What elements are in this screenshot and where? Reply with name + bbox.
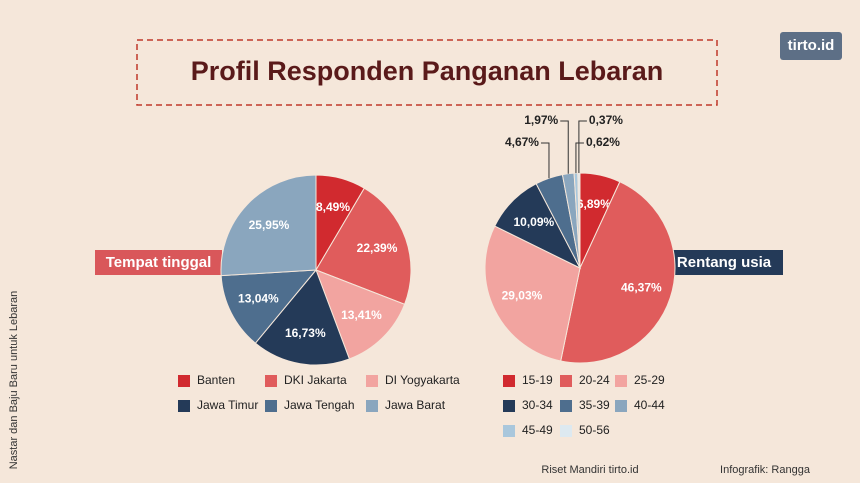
legend-label: Banten (197, 373, 235, 387)
legend-label: 40-44 (634, 398, 665, 412)
chart-label-box (665, 250, 783, 275)
leader-line (578, 120, 587, 174)
credit: Infografik: Rangga (720, 464, 811, 476)
legend-swatch (615, 400, 627, 412)
legend-swatch (560, 400, 572, 412)
legend-label: 20-24 (579, 373, 610, 387)
leader-line (575, 142, 584, 174)
legend-label: 30-34 (522, 398, 553, 412)
leader-line (560, 120, 569, 174)
legend-swatch (560, 375, 572, 387)
legend-label: 25-29 (634, 373, 665, 387)
leader-line (540, 142, 550, 179)
legend-swatch (503, 375, 515, 387)
legend-swatch (615, 375, 627, 387)
legend-swatch (503, 400, 515, 412)
legend-swatch (178, 375, 190, 387)
data-label: 22,39% (357, 241, 398, 255)
page-title: Profil Responden Panganan Lebaran (191, 56, 664, 86)
pie-slice (560, 181, 676, 364)
data-label: 29,03% (502, 289, 543, 303)
data-label: 8,49% (316, 200, 350, 214)
chart-label-box (95, 250, 222, 275)
pie-slice (254, 269, 351, 366)
data-label: 46,37% (621, 280, 662, 294)
pie-slice (484, 225, 581, 362)
pie-slice (220, 269, 318, 344)
data-label: 10,09% (513, 215, 554, 229)
legend-label: DI Yogyakarta (385, 373, 460, 387)
logo-box (780, 32, 842, 60)
source: Riset Mandiri tirto.id (541, 464, 638, 476)
legend-swatch (265, 400, 277, 412)
data-label: 0,62% (586, 135, 620, 149)
legend-swatch (178, 400, 190, 412)
data-label: 13,41% (341, 308, 382, 322)
data-label: 13,04% (238, 291, 279, 305)
legend-swatch (265, 375, 277, 387)
title-frame (136, 39, 718, 106)
side-note: Nastar dan Baju Baru untuk Lebaran (8, 291, 20, 470)
legend-swatch (503, 425, 515, 437)
legend-swatch (366, 375, 378, 387)
legend-label: 45-49 (522, 423, 553, 437)
pie-slice (577, 172, 581, 269)
data-label: 0,37% (589, 113, 623, 127)
chart-label: Tempat tinggal (106, 254, 212, 271)
chart-label: Rentang usia (677, 254, 772, 271)
pie-slice (220, 174, 317, 277)
data-label: 6,89% (577, 197, 611, 211)
legend-label: Jawa Barat (385, 398, 446, 412)
pie-slice (315, 269, 406, 360)
data-label: 25,95% (249, 218, 290, 232)
legend-label: Jawa Timur (197, 398, 258, 412)
legend-swatch (366, 400, 378, 412)
legend-label: 35-39 (579, 398, 610, 412)
legend-label: 50-56 (579, 423, 610, 437)
data-label: 1,97% (524, 113, 558, 127)
pie-slice (315, 187, 412, 305)
legend-label: DKI Jakarta (284, 373, 347, 387)
legend-label: Jawa Tengah (284, 398, 355, 412)
logo: tirto.id (788, 37, 835, 54)
data-label: 4,67% (505, 135, 539, 149)
legend-swatch (560, 425, 572, 437)
data-label: 16,73% (285, 326, 326, 340)
legend-label: 15-19 (522, 373, 553, 387)
